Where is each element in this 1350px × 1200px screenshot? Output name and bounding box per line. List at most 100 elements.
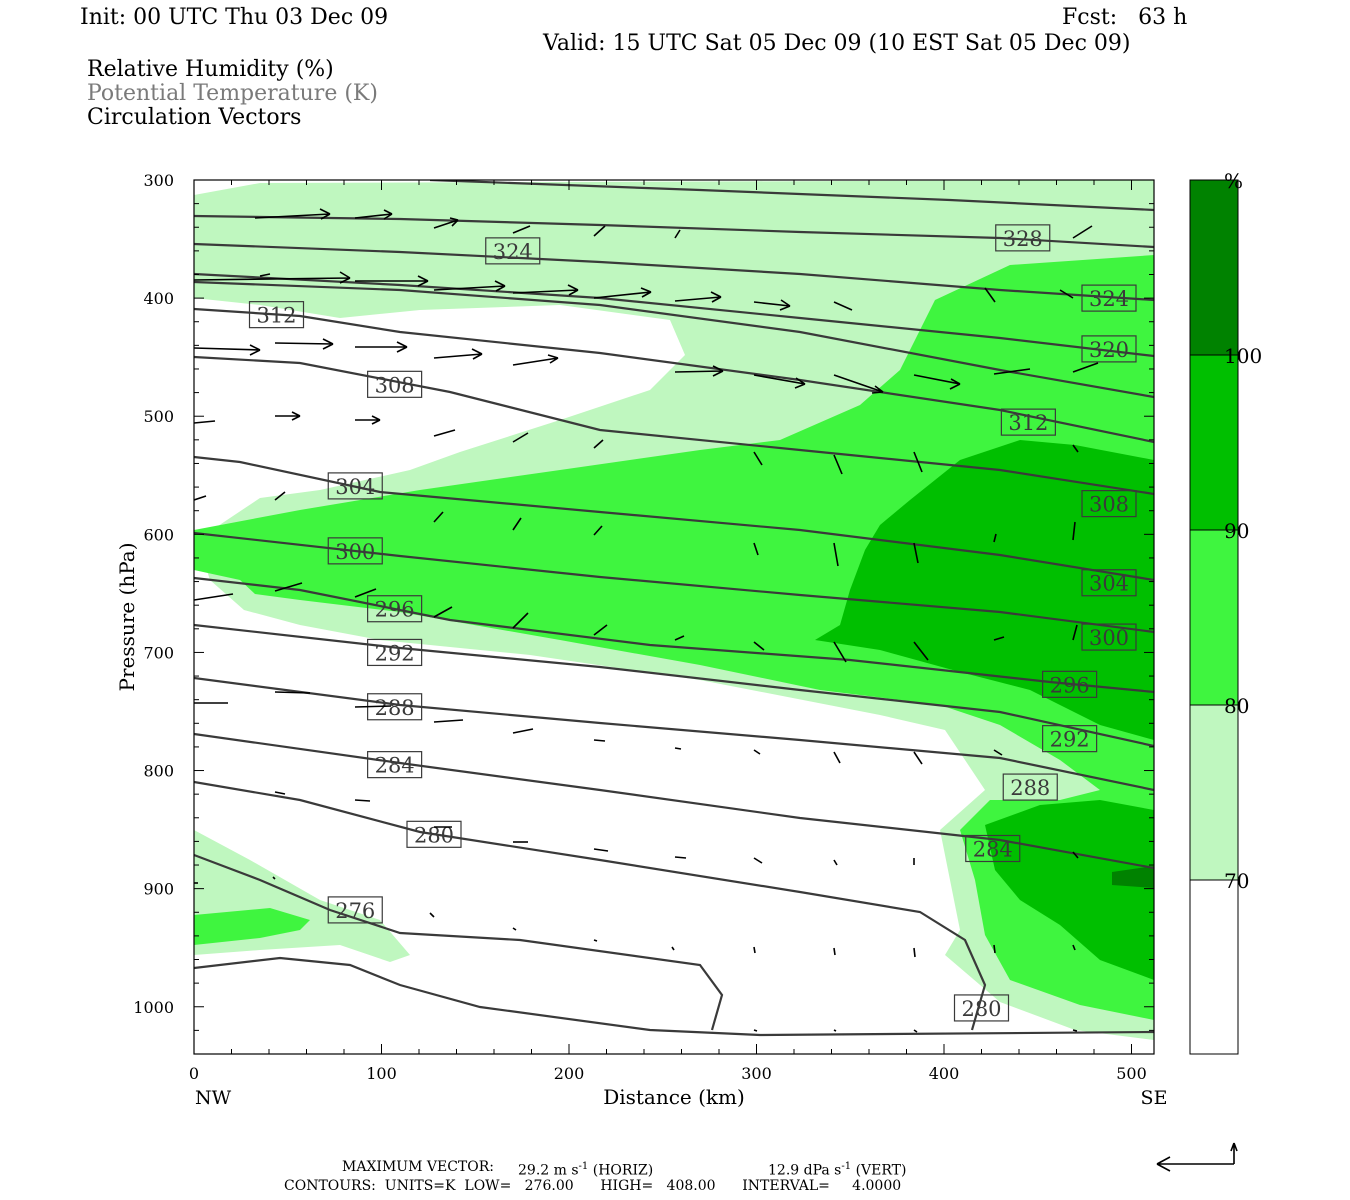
vector-arrow [674, 747, 682, 750]
endpoint-left: NW [195, 1087, 232, 1109]
vector-arrow [433, 511, 444, 523]
humidity-fill-layer [194, 180, 1154, 1040]
svg-text:308: 308 [1089, 493, 1129, 517]
axis-tick-label-layer: 0 100 200 300 400 500 300 400 500 600 700 800 900 100… [133, 171, 1146, 1083]
x-tick-label: 500 [1116, 1064, 1147, 1083]
endpoint-right: SE [1141, 1087, 1168, 1109]
vector-arrow [833, 1029, 837, 1032]
vector-arrow [753, 542, 759, 556]
vector-arrow [354, 588, 377, 598]
vector-arrow [194, 271, 351, 284]
vector-arrow [512, 354, 559, 366]
vector-arrow [274, 691, 311, 694]
vector-arrow [433, 217, 459, 229]
svg-text:300: 300 [335, 540, 375, 564]
vector-arrow [433, 719, 464, 723]
svg-text:292: 292 [375, 641, 415, 665]
plot-frame [193, 179, 1155, 1055]
vector-arrow [593, 439, 604, 449]
svg-text:324: 324 [1089, 287, 1129, 311]
theta-contour-296 [194, 576, 1154, 694]
vector-arrow [259, 273, 271, 277]
vector-arrow [993, 533, 997, 543]
legend-vectors: Circulation Vectors [87, 105, 302, 130]
theta-contour-280 [194, 780, 987, 1031]
x-tick-label: 200 [554, 1064, 585, 1083]
rh-90-region [815, 440, 1154, 740]
x-tick-label: 400 [929, 1064, 960, 1083]
svg-text:296: 296 [375, 598, 415, 622]
y-tick-label: 700 [143, 643, 174, 662]
y-tick-label: 500 [143, 407, 174, 426]
colorbar-unit: % [1224, 169, 1243, 193]
svg-text:292: 292 [1050, 728, 1090, 752]
vector-arrow [512, 432, 529, 443]
vector-arrow [433, 280, 506, 292]
vector-arrow [272, 876, 276, 880]
vector-arrow [753, 749, 761, 755]
x-tick-label: 300 [741, 1064, 772, 1083]
max-horiz-exponent: -1 [578, 1161, 589, 1172]
vector-arrow [354, 209, 393, 220]
valid-time: Valid: 15 UTC Sat 05 Dec 09 (10 EST Sat … [543, 31, 1131, 56]
colorbar-band-100 [1190, 180, 1238, 355]
legend-rh: Relative Humidity (%) [87, 57, 334, 82]
theta-contour-292 [194, 623, 1154, 748]
vector-arrow [512, 284, 579, 296]
vector-arrow [913, 374, 961, 390]
theta-contour-324 [194, 242, 1154, 302]
vector-arrow [194, 593, 234, 601]
vector-arrow [274, 338, 334, 350]
colorbar-band-70 [1190, 705, 1238, 880]
vector-arrow [674, 856, 687, 859]
vector-arrow [674, 635, 685, 641]
vector-arrow [833, 301, 853, 311]
vector-arrow [274, 491, 286, 501]
y-axis-label: Pressure (hPa) [115, 543, 139, 692]
vector-arrow [433, 429, 456, 437]
y-tick-label: 400 [143, 289, 174, 308]
circulation-vector-layer [194, 208, 1099, 1033]
max-vert-value: 12.9 dPa s [768, 1162, 842, 1179]
theta-contour-label: 300 [327, 537, 383, 565]
theta-contour-272 [194, 956, 1154, 1037]
theta-contour-312 [194, 307, 1154, 444]
rh-80-lower-left [194, 908, 310, 945]
rh-100-region [1112, 866, 1154, 888]
vector-arrow [355, 415, 381, 425]
theta-contour-label: 280 [406, 820, 462, 848]
svg-text:312: 312 [1008, 411, 1048, 435]
vector-arrow [593, 939, 598, 942]
vector-arrow [993, 636, 1005, 641]
vector-arrow [512, 612, 529, 629]
vector-arrow [674, 365, 724, 377]
vector-arrow [1072, 944, 1076, 951]
vector-arrow [512, 225, 531, 234]
theta-contour-label: 292 [1042, 725, 1098, 753]
vector-arrow [593, 624, 608, 636]
theta-contour-label: 312 [1000, 408, 1056, 436]
vector-arrow [429, 912, 435, 918]
colorbar-level-label: 70 [1224, 869, 1249, 893]
vector-arrow [274, 791, 286, 795]
vector-arrow [275, 411, 301, 421]
vector-arrow [993, 944, 996, 954]
vector-arrow [833, 641, 847, 663]
vector-arrow [913, 1029, 918, 1033]
svg-text:304: 304 [335, 475, 375, 499]
svg-text:280: 280 [961, 997, 1001, 1021]
vector-arrow [833, 947, 836, 956]
theta-contour-label: 308 [1081, 490, 1137, 518]
vector-arrow [593, 287, 652, 299]
vector-arrow [671, 946, 675, 951]
vector-arrow [1059, 289, 1074, 299]
vector-arrow [593, 848, 609, 852]
vector-arrow [913, 641, 929, 661]
vector-arrow [593, 225, 606, 237]
axis-tick-layer [193, 179, 1154, 1055]
svg-text:312: 312 [256, 304, 296, 328]
colorbar-band-80 [1190, 530, 1238, 705]
vector-arrow [984, 287, 996, 303]
x-axis-label: Distance (km) [603, 1085, 745, 1109]
